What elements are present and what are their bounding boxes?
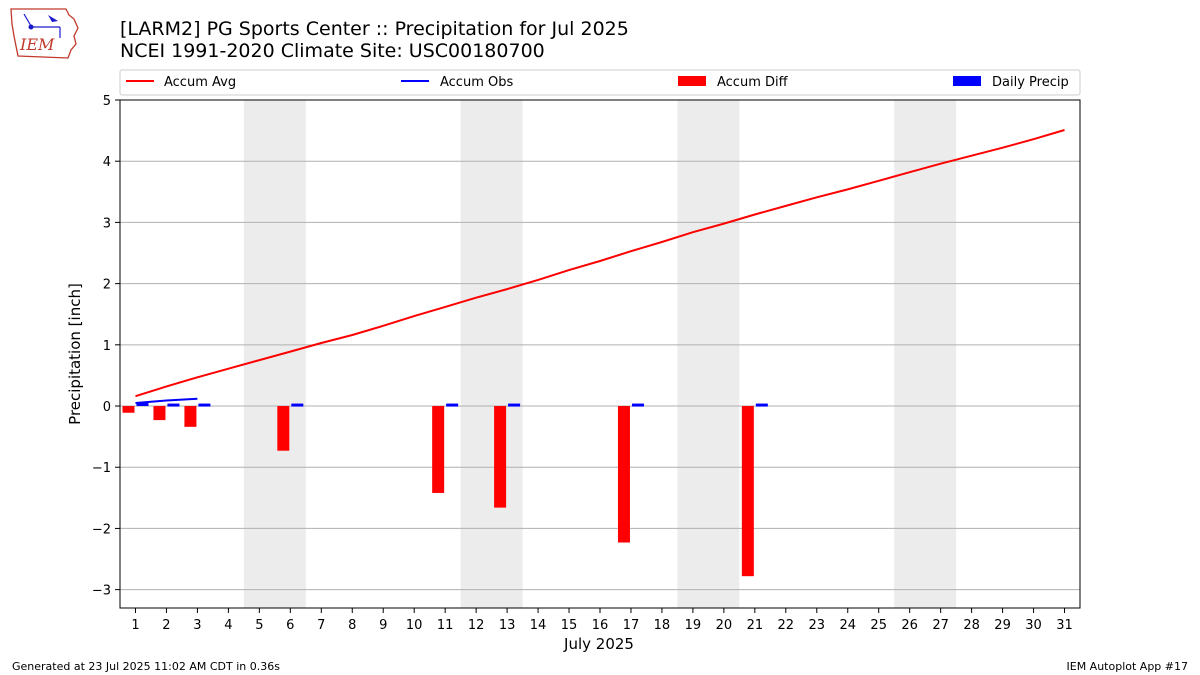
x-tick-label: 25 — [870, 618, 887, 633]
footer-generated-text: Generated at 23 Jul 2025 11:02 AM CDT in… — [12, 660, 280, 673]
x-tick-label: 11 — [437, 618, 454, 633]
svg-text:IEM: IEM — [19, 35, 55, 54]
y-tick-label: 0 — [103, 400, 111, 415]
legend-swatch-daily-precip — [953, 76, 981, 86]
legend-swatch-accum-diff — [678, 76, 706, 86]
daily-precip-bar — [446, 403, 459, 407]
daily-precip-bar — [755, 403, 768, 407]
accum-diff-bar — [122, 406, 135, 413]
x-tick-label: 19 — [685, 618, 702, 633]
x-tick-label: 10 — [406, 618, 423, 633]
footer-app-label: IEM Autoplot App #17 — [1066, 660, 1189, 673]
x-tick-label: 14 — [530, 618, 547, 633]
accum-diff-bar — [617, 406, 630, 543]
legend: Accum Avg Accum Obs Accum Diff Daily Pre… — [119, 69, 1081, 96]
x-tick-label: 8 — [348, 618, 356, 633]
daily-precip-bar — [198, 403, 211, 407]
x-tick-label: 16 — [592, 618, 609, 633]
x-tick-label: 23 — [809, 618, 826, 633]
x-tick-label: 24 — [839, 618, 856, 633]
daily-precip-bar — [631, 403, 644, 407]
weekend-band — [894, 100, 957, 608]
x-tick-label: 20 — [716, 618, 733, 633]
y-tick-label: 3 — [103, 216, 111, 231]
accum-diff-bar — [277, 406, 290, 451]
x-tick-label: 18 — [654, 618, 671, 633]
bars — [122, 402, 768, 577]
legend-label-accum-avg: Accum Avg — [164, 75, 236, 90]
daily-precip-bar — [167, 403, 180, 407]
x-tick-label: 22 — [778, 618, 795, 633]
daily-precip-bar — [136, 402, 149, 407]
weekend-band — [243, 100, 306, 608]
y-tick-label: 4 — [103, 155, 111, 170]
y-tick-label: 5 — [103, 94, 111, 109]
iem-logo: IEM — [8, 6, 80, 60]
x-tick-label: 26 — [901, 618, 918, 633]
x-tick-label: 3 — [193, 618, 201, 633]
y-axis-label: Precipitation [inch] — [66, 283, 84, 425]
daily-precip-bar — [291, 403, 304, 407]
series-lines — [135, 129, 1065, 404]
legend-label-accum-diff: Accum Diff — [717, 75, 789, 90]
y-tick-label: −2 — [92, 522, 111, 537]
x-tick-label: 9 — [379, 618, 387, 633]
x-tick-label: 28 — [963, 618, 980, 633]
legend-label-accum-obs: Accum Obs — [440, 75, 513, 90]
accum-diff-bar — [741, 406, 754, 577]
x-tick-label: 4 — [224, 618, 232, 633]
legend-label-daily-precip: Daily Precip — [992, 75, 1069, 90]
x-tick-label: 1 — [131, 618, 139, 633]
x-tick-label: 6 — [286, 618, 294, 633]
x-tick-label: 2 — [162, 618, 170, 633]
accum-diff-bar — [153, 406, 166, 421]
x-tick-label: 13 — [499, 618, 516, 633]
accum-diff-bar — [494, 406, 507, 508]
x-tick-label: 30 — [1025, 618, 1042, 633]
x-tick-label: 29 — [994, 618, 1011, 633]
x-tick-label: 27 — [932, 618, 949, 633]
x-tick-label: 15 — [561, 618, 578, 633]
accum-avg-line — [135, 129, 1065, 398]
daily-precip-bar — [508, 403, 521, 407]
y-tick-label: 1 — [103, 339, 111, 354]
accum-diff-bar — [184, 406, 197, 427]
x-axis-label: July 2025 — [563, 635, 634, 653]
y-tick-label: −3 — [92, 584, 111, 599]
legend-box — [119, 69, 1081, 96]
weekend-shading — [243, 100, 957, 608]
x-tick-label: 21 — [747, 618, 764, 633]
chart-title-line2: NCEI 1991-2020 Climate Site: USC00180700 — [120, 40, 545, 62]
x-tick-label: 12 — [468, 618, 485, 633]
x-tick-label: 31 — [1056, 618, 1073, 633]
y-tick-label: 2 — [103, 278, 111, 293]
y-tick-label: −1 — [92, 461, 111, 476]
x-tick-label: 17 — [623, 618, 640, 633]
weekend-band — [677, 100, 740, 608]
x-tick-label: 5 — [255, 618, 263, 633]
weekend-band — [460, 100, 523, 608]
chart-title-line1: [LARM2] PG Sports Center :: Precipitatio… — [120, 18, 629, 40]
x-tick-label: 7 — [317, 618, 325, 633]
accum-obs-line — [135, 397, 198, 404]
accum-diff-bar — [432, 406, 445, 493]
